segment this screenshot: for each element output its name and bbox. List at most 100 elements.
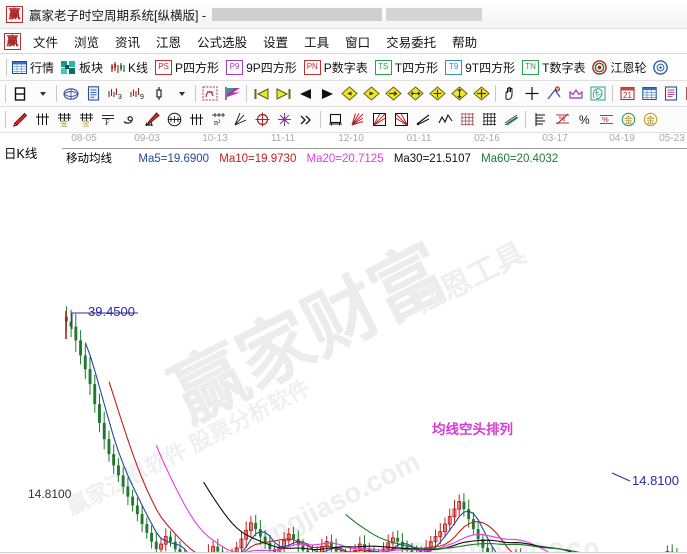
crosshair-icon[interactable] (521, 83, 543, 104)
flag-icon[interactable] (221, 83, 243, 104)
diamond-right-icon[interactable] (360, 83, 382, 104)
next-icon[interactable] (316, 83, 338, 104)
overflow-chevrons-icon[interactable] (295, 109, 317, 130)
crown-icon[interactable] (565, 83, 587, 104)
toolbar-button-sectors[interactable]: 板块 (59, 58, 108, 77)
menu-item-browse[interactable]: 浏览 (74, 35, 100, 50)
ying-logo-icon: 赢 (6, 5, 23, 23)
ma20-legend: Ma20=20.7125 (306, 153, 384, 165)
toolbar-separator (6, 58, 7, 76)
calendar-period-icon[interactable] (9, 83, 31, 104)
bar-single-icon[interactable] (148, 83, 170, 104)
menu-item-window[interactable]: 窗口 (345, 35, 371, 50)
pen-ruler-icon[interactable] (141, 109, 163, 130)
diamond-expand-v-icon[interactable] (448, 83, 470, 104)
toolbar-button-quotes-label: 行情 (30, 60, 55, 75)
formula-icon[interactable] (199, 83, 221, 104)
comb-lines-2-icon[interactable] (185, 109, 207, 130)
ma3-icon[interactable]: 3 (104, 83, 126, 104)
menu-bar: 赢 文件 浏览 资讯 江恩 公式选股 设置 工具 窗口 交易委托 帮助 (0, 29, 687, 54)
grid-red-icon[interactable] (456, 109, 478, 130)
toolbar-button-p-number-table[interactable]: PN P数字表 (302, 58, 373, 77)
first-page-icon[interactable] (250, 83, 272, 104)
date-tick: 01-11 (406, 133, 432, 144)
box-fan-2-icon[interactable] (390, 109, 412, 130)
box-fan-icon[interactable] (368, 109, 390, 130)
frame-icon[interactable] (324, 109, 346, 130)
volume-pane[interactable]: 14.8100 889738 593158 296579 △ (0, 487, 687, 554)
document-icon[interactable] (82, 83, 104, 104)
zigzag-icon[interactable] (434, 109, 456, 130)
report-icon[interactable] (660, 83, 682, 104)
n2-icon[interactable]: n² (207, 109, 229, 130)
toolbar-separator (195, 85, 196, 102)
diamond-left-icon[interactable] (338, 83, 360, 104)
ladder-icon[interactable] (529, 109, 551, 130)
f-lines-icon[interactable]: F (97, 109, 119, 130)
angle-measure-icon[interactable]: A (543, 83, 565, 104)
toolbar-button-t-square[interactable]: TS T四方形 (373, 58, 443, 77)
toolbar-button-kline[interactable]: K线 (108, 58, 153, 77)
ma10-legend: Ma10=19.9730 (219, 153, 297, 165)
angle-fan-icon[interactable] (229, 109, 251, 130)
circle-scale-icon[interactable] (163, 109, 185, 130)
spiral-icon[interactable] (119, 109, 141, 130)
gann-wheel2-icon (653, 59, 669, 75)
percent-lines-icon[interactable]: % (595, 109, 617, 130)
toolbar-button-gann-wheel-2[interactable] (651, 59, 673, 76)
ps-box-icon: PS (155, 59, 173, 75)
diamond-shrink-h-icon[interactable] (426, 83, 448, 104)
toolbar-button-t-number-table[interactable]: TN T数字表 (520, 58, 590, 77)
ma9-icon[interactable]: 9 (126, 83, 148, 104)
menu-item-tools[interactable]: 工具 (304, 35, 330, 50)
diamond-arrow-right-icon[interactable] (382, 83, 404, 104)
candlestick-canvas[interactable] (0, 133, 687, 552)
save-icon[interactable] (682, 83, 687, 104)
network-icon[interactable] (60, 83, 82, 104)
toolbar-button-quotes[interactable]: 行情 (10, 58, 59, 77)
diamond-expand-h-icon[interactable] (404, 83, 426, 104)
fan-red-icon[interactable] (346, 109, 368, 130)
menu-item-formula-stock-pick[interactable]: 公式选股 (197, 35, 248, 50)
ma30-legend: Ma30=21.5107 (393, 153, 471, 165)
diamond-move-icon[interactable] (470, 83, 492, 104)
menu-item-news[interactable]: 资讯 (115, 35, 141, 50)
gold-circle-2-icon[interactable]: 金 (639, 109, 661, 130)
table-icon[interactable] (638, 83, 660, 104)
grid-dark-icon[interactable] (478, 109, 500, 130)
calendar-21-icon[interactable]: 21 (616, 83, 638, 104)
toolbar-button-gann-wheel[interactable]: 江恩轮 (590, 58, 651, 77)
comb-lines-icon[interactable] (31, 109, 53, 130)
menu-item-help[interactable]: 帮助 (452, 35, 478, 50)
menu-item-settings[interactable]: 设置 (263, 35, 289, 50)
pen-icon[interactable] (9, 109, 31, 130)
toolbar-button-9t-square[interactable]: T9 9T四方形 (443, 58, 520, 77)
dropdown-caret-icon[interactable] (31, 83, 53, 104)
percent-chart-icon[interactable]: % (551, 109, 573, 130)
gold-ratio-2-icon[interactable]: 金 (75, 109, 97, 130)
gold-ratio-1-icon[interactable]: 金 (53, 109, 75, 130)
prev-icon[interactable] (294, 83, 316, 104)
svg-text:金: 金 (624, 115, 633, 126)
last-page-icon[interactable] (272, 83, 294, 104)
dropdown-caret-icon[interactable] (170, 83, 192, 104)
brain-icon[interactable] (587, 83, 609, 104)
target-icon[interactable] (251, 109, 273, 130)
menu-item-file[interactable]: 文件 (33, 35, 59, 50)
toolbar-button-p-number-table-label: P数字表 (323, 60, 368, 75)
toolbar-button-p-square[interactable]: PS P四方形 (153, 58, 224, 77)
toolbar-button-9t-square-label: 9T四方形 (465, 60, 516, 75)
two-lines-icon[interactable] (412, 109, 434, 130)
toolbar-button-9p-square[interactable]: P9 9P四方形 (224, 58, 302, 77)
percent-icon[interactable]: % (573, 109, 595, 130)
starburst-icon[interactable] (273, 109, 295, 130)
toolbar-button-t-square-label: T四方形 (394, 60, 439, 75)
menu-item-trade[interactable]: 交易委托 (386, 35, 437, 50)
toolbar-button-kline-label: K线 (128, 60, 149, 75)
menu-item-gann[interactable]: 江恩 (156, 35, 182, 50)
parallel-lines-icon[interactable] (500, 109, 522, 130)
gold-circle-1-icon[interactable]: 金 (617, 109, 639, 130)
price-chart-pane[interactable]: 赢家财富 江恩工具 赢家江恩软件 股票分析软件 www.yingjiaso.co… (0, 133, 687, 552)
hand-icon[interactable] (499, 83, 521, 104)
